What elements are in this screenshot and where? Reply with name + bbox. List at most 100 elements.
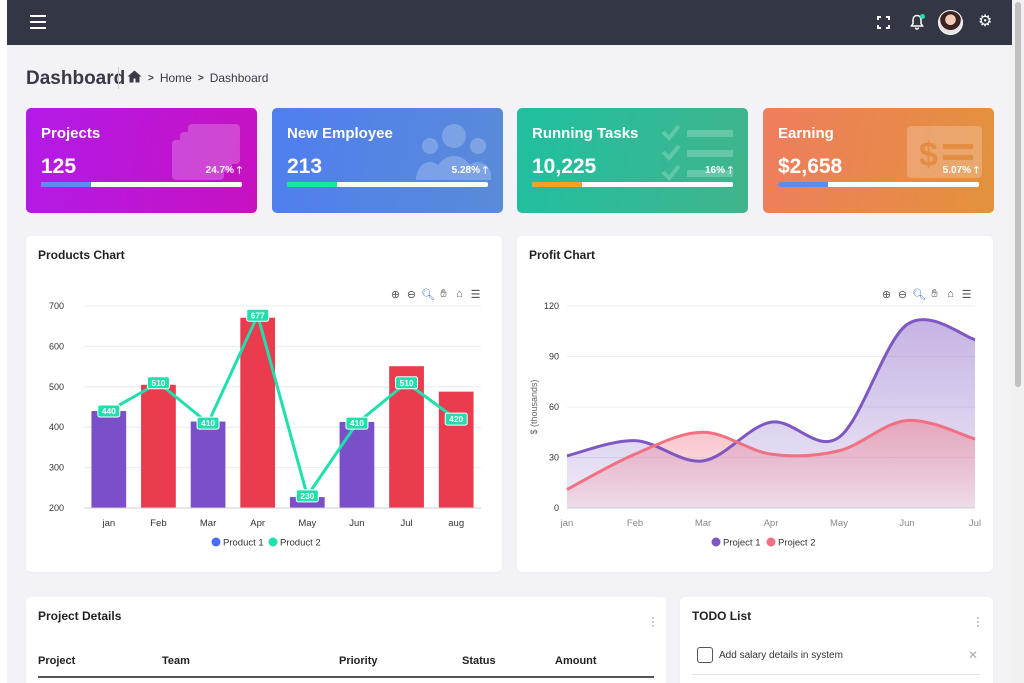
data-label-box xyxy=(345,416,369,430)
scrollbar[interactable] xyxy=(1012,0,1024,683)
table-header-divider xyxy=(38,676,654,678)
home-icon[interactable] xyxy=(127,70,142,86)
breadcrumb-home[interactable]: Home xyxy=(159,71,192,85)
reset-home-icon[interactable]: ⌂ xyxy=(456,288,463,300)
kpi-title: New Employee xyxy=(287,125,393,142)
data-label: 420 xyxy=(449,414,463,424)
legend-label: Project 1 xyxy=(723,538,761,549)
bar-May xyxy=(289,497,325,508)
bell-icon[interactable] xyxy=(910,14,925,30)
products-chart-title: Products Chart xyxy=(38,248,125,262)
checklist-icon xyxy=(661,122,736,182)
kpi-title: Earning xyxy=(778,125,834,142)
column-header-amount[interactable]: Amount xyxy=(555,655,597,667)
svg-text:$: $ xyxy=(919,136,938,174)
avatar[interactable] xyxy=(938,10,963,35)
kpi-value: 213 xyxy=(287,155,323,178)
zoom-in-icon[interactable]: ⊕ xyxy=(881,289,892,301)
zoom-select-icon[interactable]: 🔍︎ xyxy=(421,289,435,301)
data-label: 230 xyxy=(300,491,314,501)
top-navbar: ⚙ xyxy=(7,0,1012,45)
data-label-box xyxy=(246,308,270,322)
kpi-progress-fill xyxy=(287,182,338,187)
data-label-box xyxy=(146,376,170,390)
legend-marker xyxy=(268,537,278,547)
kpi-card-earning[interactable]: $ Earning $2,658 5.07% 🡑 xyxy=(763,108,994,213)
users-icon xyxy=(416,122,492,182)
fullscreen-icon[interactable] xyxy=(877,16,890,29)
chart-menu-icon[interactable]: ☰ xyxy=(470,289,481,301)
page-title: Dashboard xyxy=(26,68,126,89)
more-options-icon[interactable]: · · · xyxy=(976,610,980,632)
data-label-box xyxy=(295,489,319,503)
kpi-change: 5.28% 🡑 xyxy=(452,163,488,180)
kpi-change-value: 16% xyxy=(705,165,726,176)
data-label-box xyxy=(444,412,468,426)
reset-home-icon[interactable]: ⌂ xyxy=(947,288,954,300)
kpi-title: Projects xyxy=(41,125,101,142)
menu-icon[interactable] xyxy=(30,15,46,29)
x-tick-label: Apr xyxy=(764,518,779,529)
column-header-team[interactable]: Team xyxy=(162,655,190,667)
x-tick-label: Jun xyxy=(899,518,914,529)
kpi-change: 16% 🡑 xyxy=(705,163,733,180)
y-tick-label: 400 xyxy=(49,422,64,432)
legend-marker xyxy=(711,537,721,547)
data-label: 510 xyxy=(151,378,165,388)
kpi-card-running-tasks[interactable]: Running Tasks 10,225 16% 🡑 xyxy=(517,108,748,213)
zoom-out-icon[interactable]: ⊖ xyxy=(406,289,417,301)
data-label-box xyxy=(97,404,121,418)
y-tick-label: 0 xyxy=(554,503,559,513)
kpi-card-projects[interactable]: Projects 125 24.7% 🡑 xyxy=(26,108,257,213)
pan-icon[interactable]: ✋︎ xyxy=(440,288,447,300)
zoom-select-icon[interactable]: 🔍︎ xyxy=(912,289,926,301)
title-divider xyxy=(118,67,119,89)
notification-dot xyxy=(920,14,925,19)
delete-icon[interactable]: ✕ xyxy=(968,648,979,662)
breadcrumb-current: Dashboard xyxy=(209,71,269,85)
column-header-status[interactable]: Status xyxy=(462,655,496,667)
x-tick-label: Jul xyxy=(969,518,981,529)
x-tick-label: Jul xyxy=(400,518,412,529)
legend-label: Product 1 xyxy=(223,538,264,549)
y-tick-label: 60 xyxy=(549,402,559,412)
x-tick-label: Mar xyxy=(200,518,216,529)
legend-marker xyxy=(211,537,221,547)
data-label-box xyxy=(196,416,220,430)
gear-icon[interactable]: ⚙ xyxy=(978,13,993,30)
column-header-project[interactable]: Project xyxy=(38,655,76,667)
chart-menu-icon[interactable]: ☰ xyxy=(961,289,972,301)
dashboard-app: ⚙ Dashboard > Home > Dashboard Projects 1… xyxy=(7,0,1012,683)
project-details-card: Project Details · · · Project Team Priorit… xyxy=(26,597,666,683)
kpi-change-value: 5.28% xyxy=(451,165,481,176)
kpi-value: $2,658 xyxy=(778,155,843,178)
data-label: 677 xyxy=(251,310,265,320)
column-header-priority[interactable]: Priority xyxy=(339,655,378,667)
series-line-project-1 xyxy=(566,318,976,463)
pan-icon[interactable]: ✋︎ xyxy=(931,288,938,300)
todo-checkbox[interactable] xyxy=(697,647,713,663)
zoom-in-icon[interactable]: ⊕ xyxy=(390,289,401,301)
x-tick-label: Mar xyxy=(695,518,711,529)
kpi-progress-fill xyxy=(532,182,583,187)
kpi-title: Running Tasks xyxy=(532,125,639,142)
kpi-progress-track xyxy=(532,182,733,187)
todo-item-text: Add salary details in system xyxy=(719,650,843,661)
chart-toolbar: ⊕ ⊖ 🔍︎ ✋︎ ⌂ ☰ xyxy=(389,288,482,301)
series-line-product-2 xyxy=(108,310,458,500)
more-options-icon[interactable]: · · · xyxy=(651,610,655,632)
bar-jan xyxy=(91,411,127,508)
arrow-up-icon: 🡑 xyxy=(236,165,242,176)
profit-chart-title: Profit Chart xyxy=(529,248,595,262)
scrollbar-thumb[interactable] xyxy=(1015,2,1021,387)
x-tick-label: jan xyxy=(101,518,115,529)
x-tick-label: Feb xyxy=(150,518,166,529)
kpi-change-value: 5.07% xyxy=(942,165,972,176)
area-project-2 xyxy=(567,420,975,508)
chart-toolbar: ⊕ ⊖ 🔍︎ ✋︎ ⌂ ☰ xyxy=(880,288,973,301)
products-chart-card: Products Chart ⊕ ⊖ 🔍︎ ✋︎ ⌂ ☰ 200 300 400 50… xyxy=(26,236,502,572)
kpi-progress-track xyxy=(287,182,488,187)
kpi-progress-fill xyxy=(778,182,829,187)
zoom-out-icon[interactable]: ⊖ xyxy=(897,289,908,301)
kpi-card-new-employee[interactable]: New Employee 213 5.28% 🡑 xyxy=(272,108,503,213)
